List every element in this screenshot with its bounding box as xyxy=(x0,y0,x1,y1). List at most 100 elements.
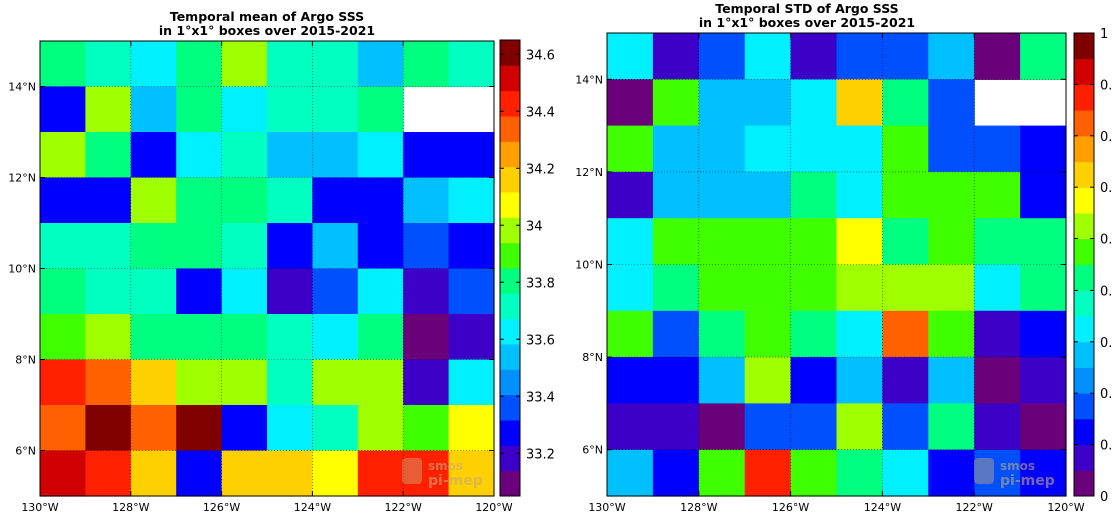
heatmap-cell xyxy=(448,223,495,270)
heatmap-cell xyxy=(882,310,929,358)
heatmap-cell xyxy=(698,264,746,312)
heatmap-cell xyxy=(607,218,654,266)
std-chart-title: Temporal STD of Argo SSS xyxy=(715,1,898,16)
heatmap-cell xyxy=(607,171,654,219)
heatmap-cell xyxy=(312,177,359,224)
heatmap-cell xyxy=(130,405,177,452)
mean-sss-panel: Temporal mean of Argo SSS in 1°x1° boxes… xyxy=(8,9,555,514)
heatmap-cell xyxy=(357,132,404,179)
heatmap-cell xyxy=(403,177,450,224)
heatmap-cell xyxy=(928,171,975,219)
heatmap-cell xyxy=(698,357,746,404)
heatmap-cell xyxy=(267,41,313,88)
heatmap-cell xyxy=(652,264,700,312)
std-chart-subtitle: in 1°x1° boxes over 2015-2021 xyxy=(699,15,915,30)
heatmap-cell xyxy=(836,79,883,127)
watermark-text-line1: smos xyxy=(428,459,463,473)
heatmap-cell xyxy=(176,314,223,361)
heatmap-cell xyxy=(1020,264,1067,312)
heatmap-cell xyxy=(40,314,86,361)
colorbar-segment xyxy=(500,445,520,472)
heatmap-cell xyxy=(176,177,223,224)
heatmap-cell xyxy=(928,33,975,80)
heatmap-cell xyxy=(312,314,359,361)
heatmap-cell xyxy=(130,268,177,315)
watermark-text-line1: smos xyxy=(1000,459,1035,473)
colorbar-segment xyxy=(1074,161,1094,188)
heatmap-cell xyxy=(607,403,654,451)
heatmap-cell xyxy=(267,132,313,179)
x-tick-label: 120°W xyxy=(475,501,512,514)
heatmap-cell xyxy=(357,450,404,497)
colorbar-segment xyxy=(1074,187,1094,214)
heatmap-cell xyxy=(130,86,177,133)
heatmap-cell xyxy=(928,403,975,451)
heatmap-cell xyxy=(652,357,700,404)
heatmap-cell xyxy=(403,359,450,406)
heatmap-cell xyxy=(85,86,132,133)
heatmap-cell xyxy=(790,357,838,404)
colorbar-tick-label: 0. xyxy=(1100,78,1112,93)
colorbar-tick-label: 0 xyxy=(1100,490,1108,505)
heatmap-cell xyxy=(1020,218,1067,266)
colorbar-segment xyxy=(1074,33,1094,60)
colorbar-segment xyxy=(500,217,520,244)
heatmap-cell xyxy=(1020,449,1067,497)
heatmap-cell xyxy=(448,177,495,224)
heatmap-cell xyxy=(130,177,177,224)
std-sss-panel: Temporal STD of Argo SSS in 1°x1° boxes … xyxy=(575,1,1112,514)
heatmap-cell xyxy=(836,264,883,312)
colorbar-segment xyxy=(1074,135,1094,163)
heatmap-cell xyxy=(790,79,838,127)
colorbar-segment xyxy=(500,116,520,142)
heatmap-cell xyxy=(267,177,313,224)
heatmap-cell xyxy=(974,171,1021,219)
heatmap-cell xyxy=(357,359,404,406)
heatmap-cell xyxy=(357,405,404,452)
watermark-text-line2: pi-mep xyxy=(1000,473,1055,489)
heatmap-cell xyxy=(176,132,223,179)
heatmap-cell xyxy=(974,33,1021,80)
heatmap-cell xyxy=(130,314,177,361)
colorbar-frame xyxy=(1073,32,1095,497)
colorbar-tick-label: 34.2 xyxy=(526,162,555,177)
heatmap-cell xyxy=(1020,33,1067,80)
heatmap-cell xyxy=(790,403,838,451)
y-tick-label: 12°N xyxy=(575,166,603,179)
heatmap-cell xyxy=(652,171,700,219)
heatmap-cell xyxy=(40,405,86,452)
x-tick-label: 124°W xyxy=(864,501,901,514)
heatmap-cell xyxy=(176,405,223,452)
colorbar-tick-label: 33.6 xyxy=(526,333,555,348)
heatmap-cell xyxy=(40,177,86,224)
heatmap-cell xyxy=(652,218,700,266)
colorbar-tick-label: 0. xyxy=(1100,181,1112,196)
heatmap-cell xyxy=(882,449,929,497)
heatmap-cell xyxy=(928,264,975,312)
heatmap-cell xyxy=(176,41,223,88)
colorbar-tick-label: 33.2 xyxy=(526,447,555,462)
y-tick-label: 8°N xyxy=(582,351,603,364)
heatmap-cell xyxy=(1020,310,1067,358)
colorbar-segment xyxy=(1074,470,1094,497)
heatmap-cell xyxy=(403,405,450,452)
heatmap-cell xyxy=(267,405,313,452)
heatmap-cell xyxy=(698,218,746,266)
heatmap-cell xyxy=(974,310,1021,358)
heatmap-cell xyxy=(790,310,838,358)
colorbar-segment xyxy=(1074,84,1094,111)
heatmap-cell xyxy=(357,41,404,88)
heatmap-cell xyxy=(221,132,268,179)
heatmap-cell xyxy=(882,357,929,404)
heatmap-cell xyxy=(85,223,132,270)
heatmap-cell xyxy=(698,403,746,451)
heatmap-cell xyxy=(836,449,883,497)
colorbar-segment xyxy=(1074,58,1094,85)
colorbar-segment xyxy=(1074,393,1094,420)
heatmap-cell xyxy=(790,33,838,80)
colorbar-tick-label: 0. xyxy=(1100,130,1112,145)
heatmap-cell xyxy=(744,171,792,219)
heatmap-cell xyxy=(221,41,268,88)
colorbar-segment xyxy=(500,166,520,193)
heatmap-cell xyxy=(790,449,838,497)
